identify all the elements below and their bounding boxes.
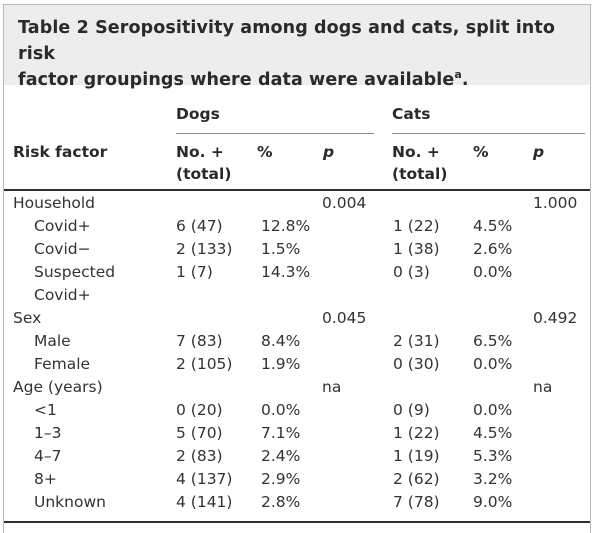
dogs-no-header-1: No. + [176, 143, 224, 161]
cats-percent-cell: 6.5% [473, 332, 513, 350]
dogs-percent-cell: 1.5% [261, 240, 301, 258]
cats-p-cell: na [533, 378, 553, 396]
cats-percent-cell: 4.5% [473, 424, 513, 442]
cats-p-cell: 1.000 [533, 194, 578, 212]
table-title-box: Table 2 Seropositivity among dogs and ca… [4, 5, 590, 90]
dogs-count-cell: 5 (70) [176, 424, 223, 442]
risk-factor-cell: Unknown [34, 493, 106, 511]
cats-percent-cell: 0.0% [473, 401, 513, 419]
cats-count-cell: 1 (22) [393, 217, 440, 235]
cats-count-cell: 7 (78) [393, 493, 440, 511]
dogs-percent-cell: 2.8% [261, 493, 301, 511]
table-bottom-rule [4, 521, 590, 523]
risk-factor-cell: Male [34, 332, 71, 350]
cats-count-cell: 0 (3) [393, 263, 430, 281]
cats-count-cell: 1 (19) [393, 447, 440, 465]
cats-count-cell: 0 (9) [393, 401, 430, 419]
cats-no-header-2: (total) [392, 165, 448, 183]
title-footnote-marker: a [454, 68, 462, 82]
table-frame [3, 4, 591, 533]
dogs-p-cell: 0.045 [322, 309, 367, 327]
risk-factor-cell: 8+ [34, 470, 57, 488]
cats-percent-cell: 4.5% [473, 217, 513, 235]
risk-factor-cell: Female [34, 355, 91, 373]
cats-count-cell: 2 (62) [393, 470, 440, 488]
cats-percent-cell: 9.0% [473, 493, 513, 511]
risk-factor-cell: Sex [13, 309, 42, 327]
cats-percent-cell: 0.0% [473, 263, 513, 281]
dogs-count-cell: 2 (83) [176, 447, 223, 465]
cats-count-cell: 2 (31) [393, 332, 440, 350]
dogs-count-cell: 4 (137) [176, 470, 233, 488]
dogs-group-rule [176, 133, 374, 134]
title-line-1: Seropositivity among dogs and cats, spli… [18, 18, 555, 64]
cats-p-cell: 0.492 [533, 309, 578, 327]
dogs-count-cell: 7 (83) [176, 332, 223, 350]
title-line-2: factor groupings where data were availab… [18, 70, 455, 90]
dogs-percent-cell: 7.1% [261, 424, 301, 442]
dogs-count-cell: 2 (133) [176, 240, 233, 258]
risk-factor-cell: Age (years) [13, 378, 103, 396]
cats-pct-header: % [473, 143, 489, 161]
dogs-p-cell: na [322, 378, 342, 396]
dogs-group-header: Dogs [176, 105, 220, 123]
cats-percent-cell: 2.6% [473, 240, 513, 258]
cats-no-header-1: No. + [392, 143, 440, 161]
risk-factor-cell: Covid− [34, 240, 91, 258]
cats-count-cell: 0 (30) [393, 355, 440, 373]
cats-percent-cell: 5.3% [473, 447, 513, 465]
cats-count-cell: 1 (22) [393, 424, 440, 442]
header-bottom-rule [4, 189, 590, 191]
dogs-count-cell: 4 (141) [176, 493, 233, 511]
cats-percent-cell: 3.2% [473, 470, 513, 488]
risk-factor-cell: Covid+ [34, 286, 91, 304]
dogs-count-cell: 0 (20) [176, 401, 223, 419]
risk-factor-cell: Suspected [34, 263, 116, 281]
dogs-percent-cell: 12.8% [261, 217, 311, 235]
dogs-p-cell: 0.004 [322, 194, 367, 212]
table-title: Table 2 Seropositivity among dogs and ca… [18, 15, 583, 93]
cats-group-header: Cats [392, 105, 431, 123]
dogs-no-header-2: (total) [176, 165, 232, 183]
dogs-p-header: p [323, 143, 335, 161]
dogs-count-cell: 1 (7) [176, 263, 213, 281]
title-period: . [461, 70, 469, 90]
cats-p-header: p [533, 143, 545, 161]
dogs-count-cell: 6 (47) [176, 217, 223, 235]
risk-factor-cell: <1 [34, 401, 57, 419]
dogs-percent-cell: 0.0% [261, 401, 301, 419]
risk-factor-cell: 1–3 [34, 424, 62, 442]
risk-factor-cell: Household [13, 194, 96, 212]
dogs-count-cell: 2 (105) [176, 355, 233, 373]
cats-percent-cell: 0.0% [473, 355, 513, 373]
dogs-percent-cell: 2.9% [261, 470, 301, 488]
dogs-percent-cell: 14.3% [261, 263, 311, 281]
table-number: Table 2 [18, 18, 89, 38]
cats-group-rule [392, 133, 585, 134]
dogs-pct-header: % [257, 143, 273, 161]
dogs-percent-cell: 2.4% [261, 447, 301, 465]
risk-factor-cell: 4–7 [34, 447, 62, 465]
risk-factor-header: Risk factor [13, 143, 108, 161]
dogs-percent-cell: 1.9% [261, 355, 301, 373]
dogs-percent-cell: 8.4% [261, 332, 301, 350]
cats-count-cell: 1 (38) [393, 240, 440, 258]
risk-factor-cell: Covid+ [34, 217, 91, 235]
